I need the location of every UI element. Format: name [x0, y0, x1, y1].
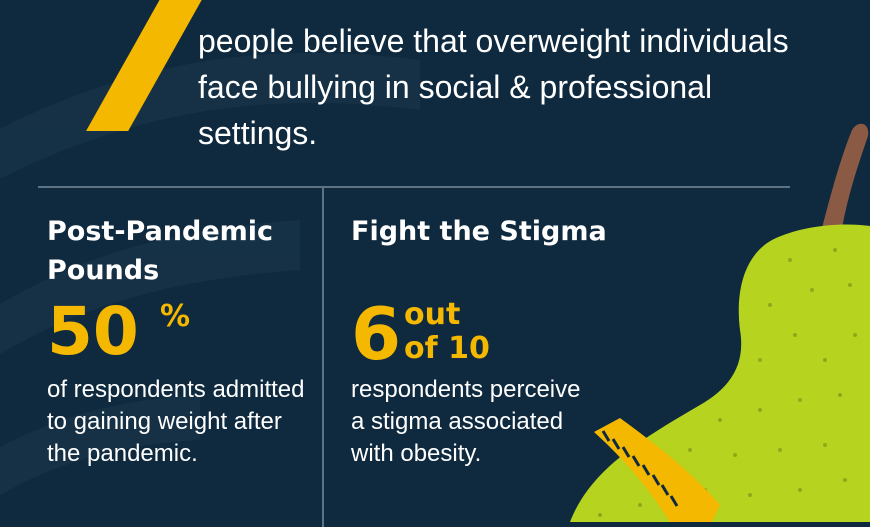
right-stat-description: respondents perceive a stigma associated… — [351, 376, 581, 467]
left-stat-title: Post-Pandemic Pounds — [47, 216, 274, 286]
right-stat-title: Fight the Stigma — [351, 216, 607, 247]
measuring-tape-icon — [0, 52, 420, 495]
right-stat-suffix-of-10: of 10 — [404, 331, 490, 366]
right-stat-value: 6 — [351, 292, 402, 376]
hero-statement: people believe that overweight individua… — [198, 23, 789, 151]
left-stat-value: 50 — [47, 293, 139, 370]
right-stat-suffix-out: out — [404, 297, 461, 332]
pear-icon — [570, 123, 870, 522]
horizontal-divider — [38, 186, 790, 188]
left-stat-unit: % — [160, 299, 191, 334]
left-stat-description: of respondents admitted to gaining weigh… — [47, 376, 305, 467]
vertical-divider — [322, 187, 324, 527]
